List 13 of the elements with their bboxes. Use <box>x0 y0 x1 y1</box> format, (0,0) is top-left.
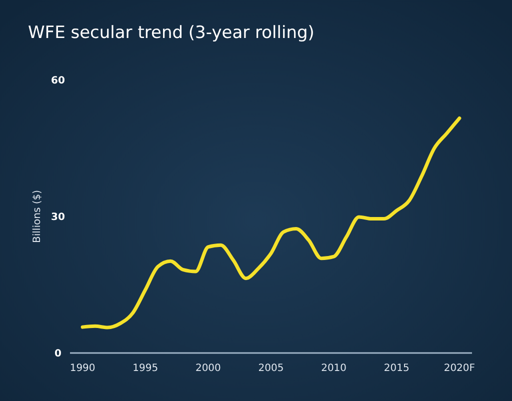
chart-title: WFE secular trend (3-year rolling) <box>28 23 314 43</box>
x-tick-label: 2015 <box>384 363 410 374</box>
x-tick-label: 1990 <box>70 363 96 374</box>
x-tick-label: 2005 <box>258 363 284 374</box>
y-tick-label: 60 <box>51 76 65 86</box>
x-tick-label: 2010 <box>321 363 347 374</box>
x-tick-label: 1995 <box>132 363 158 374</box>
y-tick-label: 30 <box>51 212 65 223</box>
y-axis-title: Billions ($) <box>32 190 43 243</box>
line-series <box>80 116 462 330</box>
x-tick-label: 2000 <box>195 363 221 374</box>
y-tick-label: 0 <box>54 348 62 360</box>
x-tick-label: 2020F <box>444 363 476 374</box>
